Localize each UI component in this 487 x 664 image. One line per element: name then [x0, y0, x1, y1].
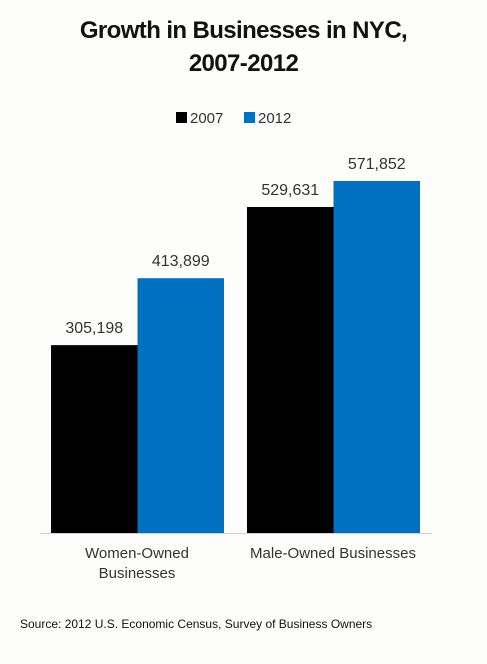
- chart-title: Growth in Businesses in NYC, 2007-2012: [79, 17, 408, 77]
- value-label: 305,198: [65, 320, 123, 337]
- value-label: 529,631: [261, 182, 319, 199]
- x-tick-label: Male-Owned Businesses: [250, 545, 416, 562]
- bar: [247, 206, 334, 533]
- legend-label: 2007: [190, 110, 223, 127]
- bar: [333, 181, 420, 533]
- legend-swatch: [176, 112, 187, 123]
- x-tick-label: Women-Owned Businesses: [85, 545, 189, 582]
- value-label: 571,852: [348, 156, 406, 173]
- legend-swatch: [244, 112, 255, 123]
- source-note: Source: 2012 U.S. Economic Census, Surve…: [20, 617, 373, 631]
- value-label: 413,899: [152, 253, 210, 270]
- legend-label: 2012: [258, 110, 291, 127]
- bar: [51, 345, 138, 533]
- bar: [137, 278, 224, 533]
